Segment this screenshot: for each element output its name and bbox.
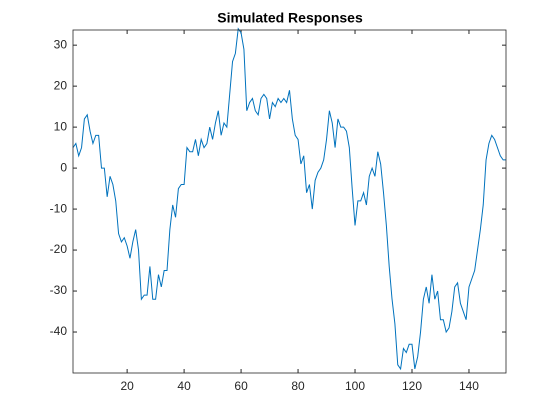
x-tick-label: 40	[177, 379, 191, 393]
x-tick-label: 20	[120, 379, 134, 393]
y-tick-label: -40	[50, 324, 68, 338]
x-tick-label: 140	[459, 379, 479, 393]
x-tick-label: 80	[291, 379, 305, 393]
x-tick-label: 120	[402, 379, 422, 393]
y-tick-label: 20	[54, 78, 68, 92]
y-tick-label: 30	[54, 37, 68, 51]
y-tick-label: -30	[50, 283, 68, 297]
axes-box	[72, 29, 507, 374]
x-tick-label: 100	[345, 379, 365, 393]
x-tick-label: 60	[234, 379, 248, 393]
y-tick-label: -20	[50, 242, 68, 256]
y-tick-label: 0	[60, 160, 67, 174]
y-tick-label: -10	[50, 201, 68, 215]
y-tick-label: 10	[54, 119, 68, 133]
chart-title: Simulated Responses	[217, 10, 363, 26]
line-series	[72, 27, 506, 371]
